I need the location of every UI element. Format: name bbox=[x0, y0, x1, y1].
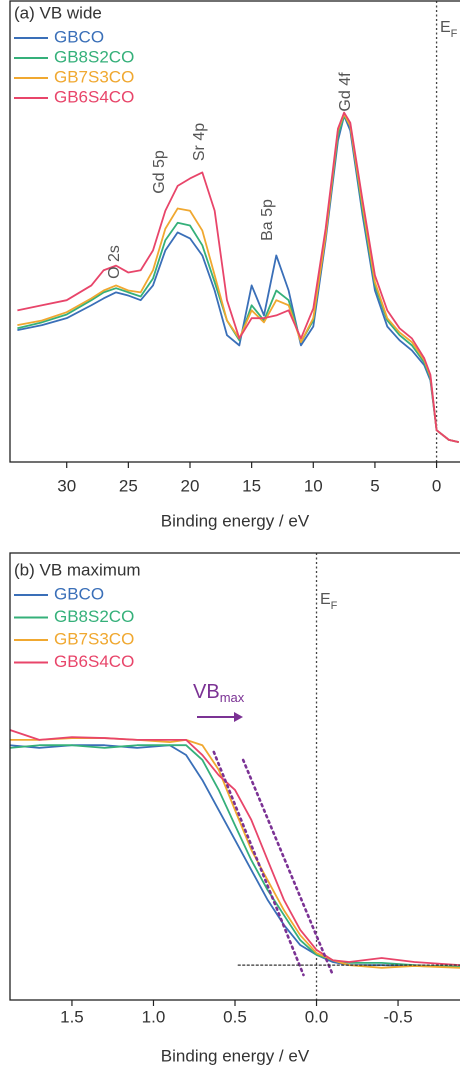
series-line bbox=[17, 111, 459, 444]
arrow-head bbox=[234, 712, 243, 722]
annotation-text: Sr 4p bbox=[191, 123, 208, 161]
series-line bbox=[10, 744, 460, 968]
legend-label: GBCO bbox=[54, 584, 104, 603]
annotation: Gd 4f bbox=[337, 72, 354, 112]
legend-label: GBCO bbox=[54, 27, 104, 46]
annotation: O 2s bbox=[106, 245, 123, 279]
plot-frame bbox=[9, 0, 460, 463]
annotation: Sr 4p bbox=[191, 123, 208, 161]
x-tick-label: 20 bbox=[181, 476, 200, 495]
x-tick-label: 1.0 bbox=[142, 1007, 166, 1026]
annotation-text: E bbox=[320, 591, 331, 608]
annotation-text: Ba 5p bbox=[259, 199, 276, 241]
x-tick-label: 30 bbox=[57, 476, 76, 495]
legend-label: GB6S4CO bbox=[54, 87, 134, 106]
x-tick-label: 10 bbox=[304, 476, 323, 495]
series-line bbox=[10, 729, 460, 967]
x-axis-label: Binding energy / eV bbox=[161, 511, 310, 530]
x-tick-label: 25 bbox=[119, 476, 138, 495]
annotation: EF bbox=[320, 591, 338, 612]
fit-line bbox=[212, 750, 305, 977]
x-tick-label: 5 bbox=[370, 476, 379, 495]
x-tick-label: -0.5 bbox=[383, 1007, 412, 1026]
annotation-subscript: max bbox=[220, 690, 245, 705]
annotation: VBmax bbox=[193, 681, 245, 705]
x-tick-label: 0.0 bbox=[305, 1007, 329, 1026]
series-line bbox=[17, 114, 459, 444]
x-axis-label: Binding energy / eV bbox=[161, 1046, 310, 1065]
plot-area bbox=[10, 729, 460, 977]
x-tick-label: 0.5 bbox=[223, 1007, 247, 1026]
annotation: Ba 5p bbox=[259, 199, 276, 241]
annotation-subscript: F bbox=[451, 28, 458, 40]
fit-line bbox=[241, 758, 335, 977]
series-line bbox=[17, 113, 459, 444]
legend-label: GB7S3CO bbox=[54, 67, 134, 86]
annotation-text: E bbox=[440, 19, 451, 36]
series-line bbox=[17, 114, 459, 444]
annotation: EF bbox=[440, 19, 458, 40]
annotation: Gd 5p bbox=[151, 150, 168, 194]
legend-label: GB8S2CO bbox=[54, 607, 134, 626]
series-line bbox=[10, 737, 460, 969]
x-tick-label: 15 bbox=[242, 476, 261, 495]
x-tick-label: 0 bbox=[432, 476, 441, 495]
x-tick-label: 1.5 bbox=[60, 1007, 84, 1026]
series-line bbox=[10, 744, 460, 968]
annotation-subscript: F bbox=[331, 600, 338, 612]
annotation-text: O 2s bbox=[106, 245, 123, 279]
annotation-text: Gd 5p bbox=[151, 150, 168, 194]
panel-title: (b) VB maximum bbox=[14, 560, 141, 579]
panel-title: (a) VB wide bbox=[14, 3, 102, 22]
legend-label: GB6S4CO bbox=[54, 652, 134, 671]
legend-label: GB7S3CO bbox=[54, 629, 134, 648]
plot-area bbox=[17, 111, 459, 444]
plot-frame bbox=[9, 552, 460, 1001]
annotation-text: Gd 4f bbox=[337, 72, 354, 112]
annotation-text: VB bbox=[193, 681, 220, 703]
legend-label: GB8S2CO bbox=[54, 47, 134, 66]
